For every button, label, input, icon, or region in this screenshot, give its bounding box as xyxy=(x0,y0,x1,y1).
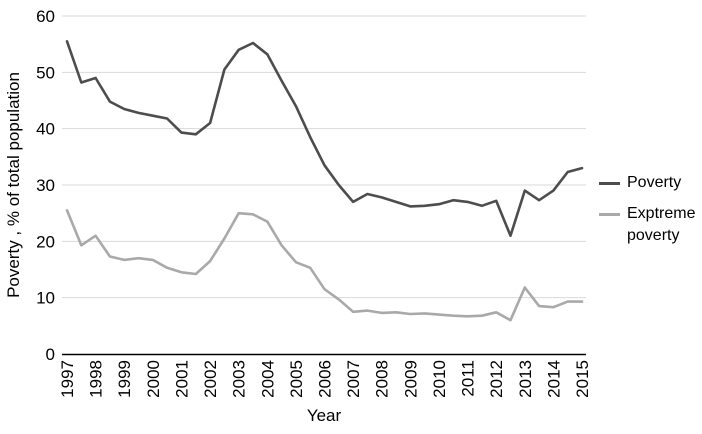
x-tick-label-2010: 2010 xyxy=(430,360,449,398)
x-tick-label-1999: 1999 xyxy=(115,360,134,398)
x-tick-label-2011: 2011 xyxy=(459,360,478,397)
series-line-poverty xyxy=(65,39,584,237)
legend-label-extreme-poverty: Exptreme poverty xyxy=(627,205,696,244)
x-axis-title: Year xyxy=(307,406,342,425)
y-tick-label-60: 60 xyxy=(36,7,55,26)
y-tick-label-10: 10 xyxy=(36,289,55,308)
y-axis-title: Poverty , % of total population xyxy=(4,72,23,298)
x-tick-label-2000: 2000 xyxy=(144,360,163,398)
y-tick-label-0: 0 xyxy=(46,345,55,364)
x-tick-label-2006: 2006 xyxy=(316,360,335,398)
legend-item-extreme-poverty: Exptreme poverty xyxy=(599,203,702,247)
x-tick-label-1998: 1998 xyxy=(87,360,106,398)
y-tick-label-30: 30 xyxy=(36,176,55,195)
legend-label-poverty: Poverty xyxy=(627,174,682,191)
x-tick-label-2001: 2001 xyxy=(172,360,191,398)
x-tick-label-2007: 2007 xyxy=(344,360,363,398)
series-lines xyxy=(65,39,584,322)
y-tick-label-50: 50 xyxy=(36,63,55,82)
y-tick-label-40: 40 xyxy=(36,120,55,139)
legend: Poverty Exptreme poverty xyxy=(599,172,702,247)
x-tick-label-2015: 2015 xyxy=(573,360,592,398)
x-tick-label-2008: 2008 xyxy=(373,360,392,398)
x-tick-label-2012: 2012 xyxy=(487,360,506,398)
y-axis-tick-labels: 0 10 20 30 40 50 60 xyxy=(36,7,55,364)
legend-item-poverty: Poverty xyxy=(599,172,702,194)
x-tick-label-2005: 2005 xyxy=(287,360,306,398)
gridlines xyxy=(62,15,586,299)
y-tick-label-20: 20 xyxy=(36,232,55,251)
x-tick-label-2004: 2004 xyxy=(258,360,277,398)
x-tick-label-2013: 2013 xyxy=(516,360,535,398)
extreme-poverty-line-swatch-icon xyxy=(599,213,620,216)
x-tick-label-1997: 1997 xyxy=(58,360,77,398)
x-tick-label-2014: 2014 xyxy=(544,360,563,398)
x-tick-label-2003: 2003 xyxy=(230,360,249,398)
x-tick-label-2009: 2009 xyxy=(401,360,420,398)
x-axis-tick-labels: 1997 1998 1999 2000 2001 2002 2003 2004 2005 2006… xyxy=(58,360,592,398)
series-line-exptreme-poverty xyxy=(65,209,584,322)
x-tick-label-2002: 2002 xyxy=(201,360,220,398)
poverty-line-swatch-icon xyxy=(599,182,620,185)
